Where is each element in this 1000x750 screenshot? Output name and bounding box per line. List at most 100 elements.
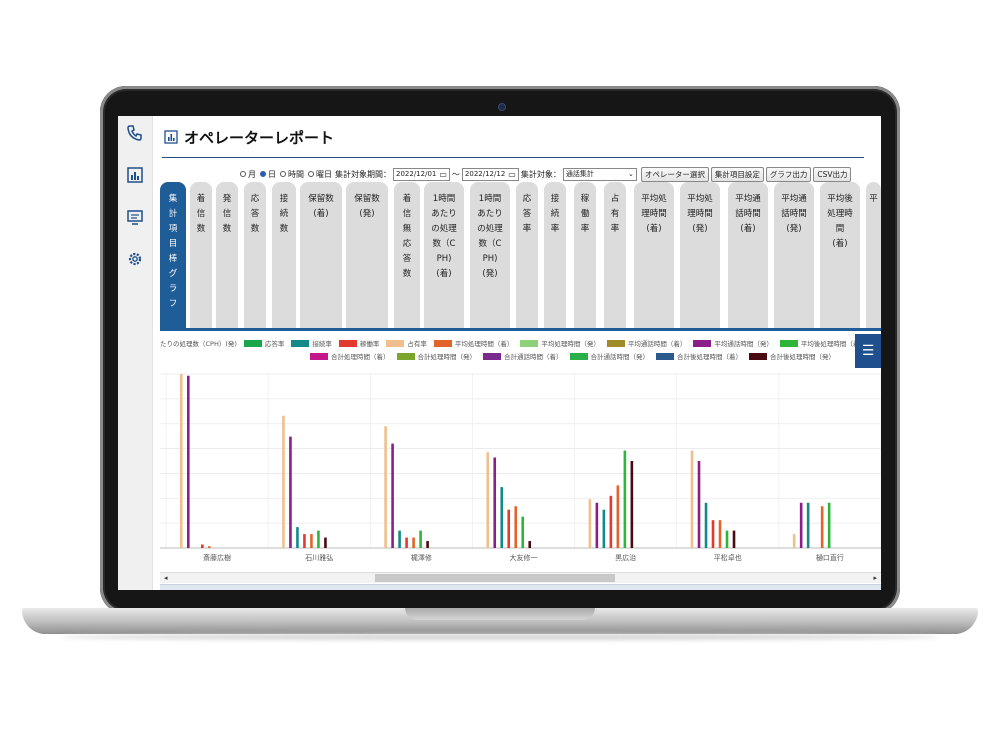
bar[interactable] — [187, 375, 190, 548]
bar[interactable] — [208, 546, 211, 548]
csv-export-button[interactable]: CSV出力 — [813, 166, 852, 182]
legend-item[interactable]: 合計処理時間（着） — [310, 351, 390, 361]
legend-item[interactable]: 稼働率 — [338, 338, 379, 348]
bar[interactable] — [310, 534, 313, 548]
bar[interactable] — [391, 443, 394, 548]
bar[interactable] — [806, 502, 810, 548]
legend-item[interactable]: 占有率 — [386, 338, 427, 348]
bar[interactable] — [616, 485, 620, 548]
tab-incoming[interactable]: 着 信 数 — [190, 182, 212, 328]
date-from-input[interactable]: 2022/12/01 ▭ — [393, 167, 450, 181]
menu-icon[interactable]: ☰ — [855, 334, 881, 368]
monitor-icon[interactable] — [126, 208, 144, 226]
tab-occupancy[interactable]: 占 有 率 — [604, 182, 626, 328]
legend-item[interactable]: 合計通話時間（着） — [483, 351, 563, 361]
tab-avg-handle-in[interactable]: 平均処 理時間 (着) — [634, 182, 674, 328]
bar[interactable] — [623, 450, 627, 548]
bar[interactable] — [827, 502, 831, 548]
tab-avg-after-in[interactable]: 平均後 処理時 間 (着) — [820, 182, 860, 328]
bar[interactable] — [799, 502, 803, 548]
bar[interactable] — [282, 415, 285, 548]
tab-cph-out[interactable]: 1時間 あたり の処理 数（C PH) (発) — [470, 182, 510, 328]
bar[interactable] — [398, 530, 401, 548]
bar[interactable] — [324, 537, 327, 548]
bar[interactable] — [595, 502, 599, 548]
legend-item[interactable]: 平均通話時間（着） — [606, 338, 686, 348]
bar[interactable] — [588, 499, 592, 548]
gear-icon[interactable] — [126, 250, 144, 268]
tab-cph-in[interactable]: 1時間 あたり の処理 数（C PH) (着) — [424, 182, 464, 328]
radio-weekday[interactable] — [308, 171, 314, 177]
radio-day[interactable] — [260, 171, 266, 177]
bar[interactable] — [609, 495, 613, 548]
bar[interactable] — [500, 487, 504, 548]
legend-item[interactable]: 平均通話時間（発） — [693, 338, 773, 348]
graph-export-button[interactable]: グラフ出力 — [765, 166, 812, 182]
tab-outgoing[interactable]: 発 信 数 — [216, 182, 238, 328]
bar[interactable] — [412, 537, 415, 548]
bar[interactable] — [704, 502, 708, 548]
tab-answered[interactable]: 応 答 数 — [244, 182, 266, 328]
bar[interactable] — [718, 520, 722, 548]
item-settings-button[interactable]: 集計項目設定 — [710, 166, 764, 182]
legend-item[interactable]: 合計処理時間（発） — [396, 351, 476, 361]
tab-unanswered[interactable]: 着 信 無 応 答 数 — [394, 182, 420, 328]
bar[interactable] — [384, 426, 387, 548]
tab-hold-out[interactable]: 保留数 (発) — [346, 182, 388, 328]
legend-item[interactable]: 合計後処理時間（着） — [656, 351, 742, 361]
calendar-icon[interactable]: ▭ — [439, 169, 447, 179]
bar[interactable] — [528, 541, 532, 548]
bar[interactable] — [303, 534, 306, 548]
bar[interactable] — [792, 534, 796, 548]
legend-item[interactable]: 平均処理時間（着） — [433, 338, 513, 348]
tab-hold-in[interactable]: 保留数 (着) — [300, 182, 342, 328]
bar[interactable] — [507, 509, 511, 548]
operator-select-button[interactable]: オペレーター選択 — [640, 166, 709, 182]
date-to-input[interactable]: 2022/12/12 ▭ — [461, 167, 519, 181]
tab-connected[interactable]: 接 続 数 — [272, 182, 296, 328]
scroll-right-icon[interactable]: ▸ — [873, 574, 877, 582]
legend-item[interactable]: 合計通話時間（発） — [569, 351, 649, 361]
legend-item[interactable]: たりの処理数（CPH）(発) — [160, 338, 237, 348]
bar[interactable] — [289, 436, 292, 548]
bar[interactable] — [201, 544, 204, 548]
bar[interactable] — [697, 461, 701, 548]
legend-item[interactable]: 平均処理時間（発） — [520, 338, 600, 348]
bar[interactable] — [820, 506, 824, 548]
bar[interactable] — [486, 452, 490, 548]
bar[interactable] — [732, 530, 736, 548]
horizontal-scrollbar[interactable]: ◂ ▸ — [160, 572, 881, 583]
tab-avg-handle-out[interactable]: 平均処 理時間 (発) — [680, 182, 720, 328]
bar[interactable] — [426, 541, 429, 548]
tab-connect-rate[interactable]: 接 続 率 — [544, 182, 566, 328]
tab-answer-rate[interactable]: 応 答 率 — [516, 182, 538, 328]
bar[interactable] — [725, 530, 729, 548]
bar[interactable] — [690, 450, 694, 548]
bar[interactable] — [405, 537, 408, 548]
bar[interactable] — [180, 374, 183, 548]
bar[interactable] — [630, 461, 634, 548]
radio-month[interactable] — [240, 171, 246, 177]
bar[interactable] — [602, 509, 606, 548]
tab-avg-talk-in[interactable]: 平均通 話時間 (着) — [728, 182, 768, 328]
target-select[interactable]: 通話集計 ⌄ — [562, 167, 637, 181]
legend-item[interactable]: 応答率 — [243, 338, 284, 348]
bar[interactable] — [514, 506, 518, 548]
report-chart-icon[interactable] — [126, 166, 144, 184]
radio-hour[interactable] — [280, 171, 286, 177]
bar[interactable] — [317, 530, 320, 548]
bar[interactable] — [493, 457, 497, 548]
bar[interactable] — [711, 520, 715, 548]
tab-graph[interactable]: 集 計 項 目 棒 グ ラ フ — [160, 182, 186, 328]
legend-item[interactable]: 合計後処理時間（発） — [749, 351, 835, 361]
bar[interactable] — [419, 530, 422, 548]
legend-item[interactable]: 平均後処理時間（着） — [779, 338, 866, 348]
phone-icon[interactable] — [126, 124, 144, 142]
tab-more[interactable]: 平 — [866, 182, 881, 328]
bar[interactable] — [521, 516, 525, 548]
tab-utilization[interactable]: 稼 働 率 — [574, 182, 596, 328]
calendar-icon[interactable]: ▭ — [508, 169, 516, 179]
tab-avg-talk-out[interactable]: 平均通 話時間 (発) — [774, 182, 814, 328]
bar[interactable] — [296, 527, 299, 548]
scroll-thumb[interactable] — [375, 574, 615, 582]
